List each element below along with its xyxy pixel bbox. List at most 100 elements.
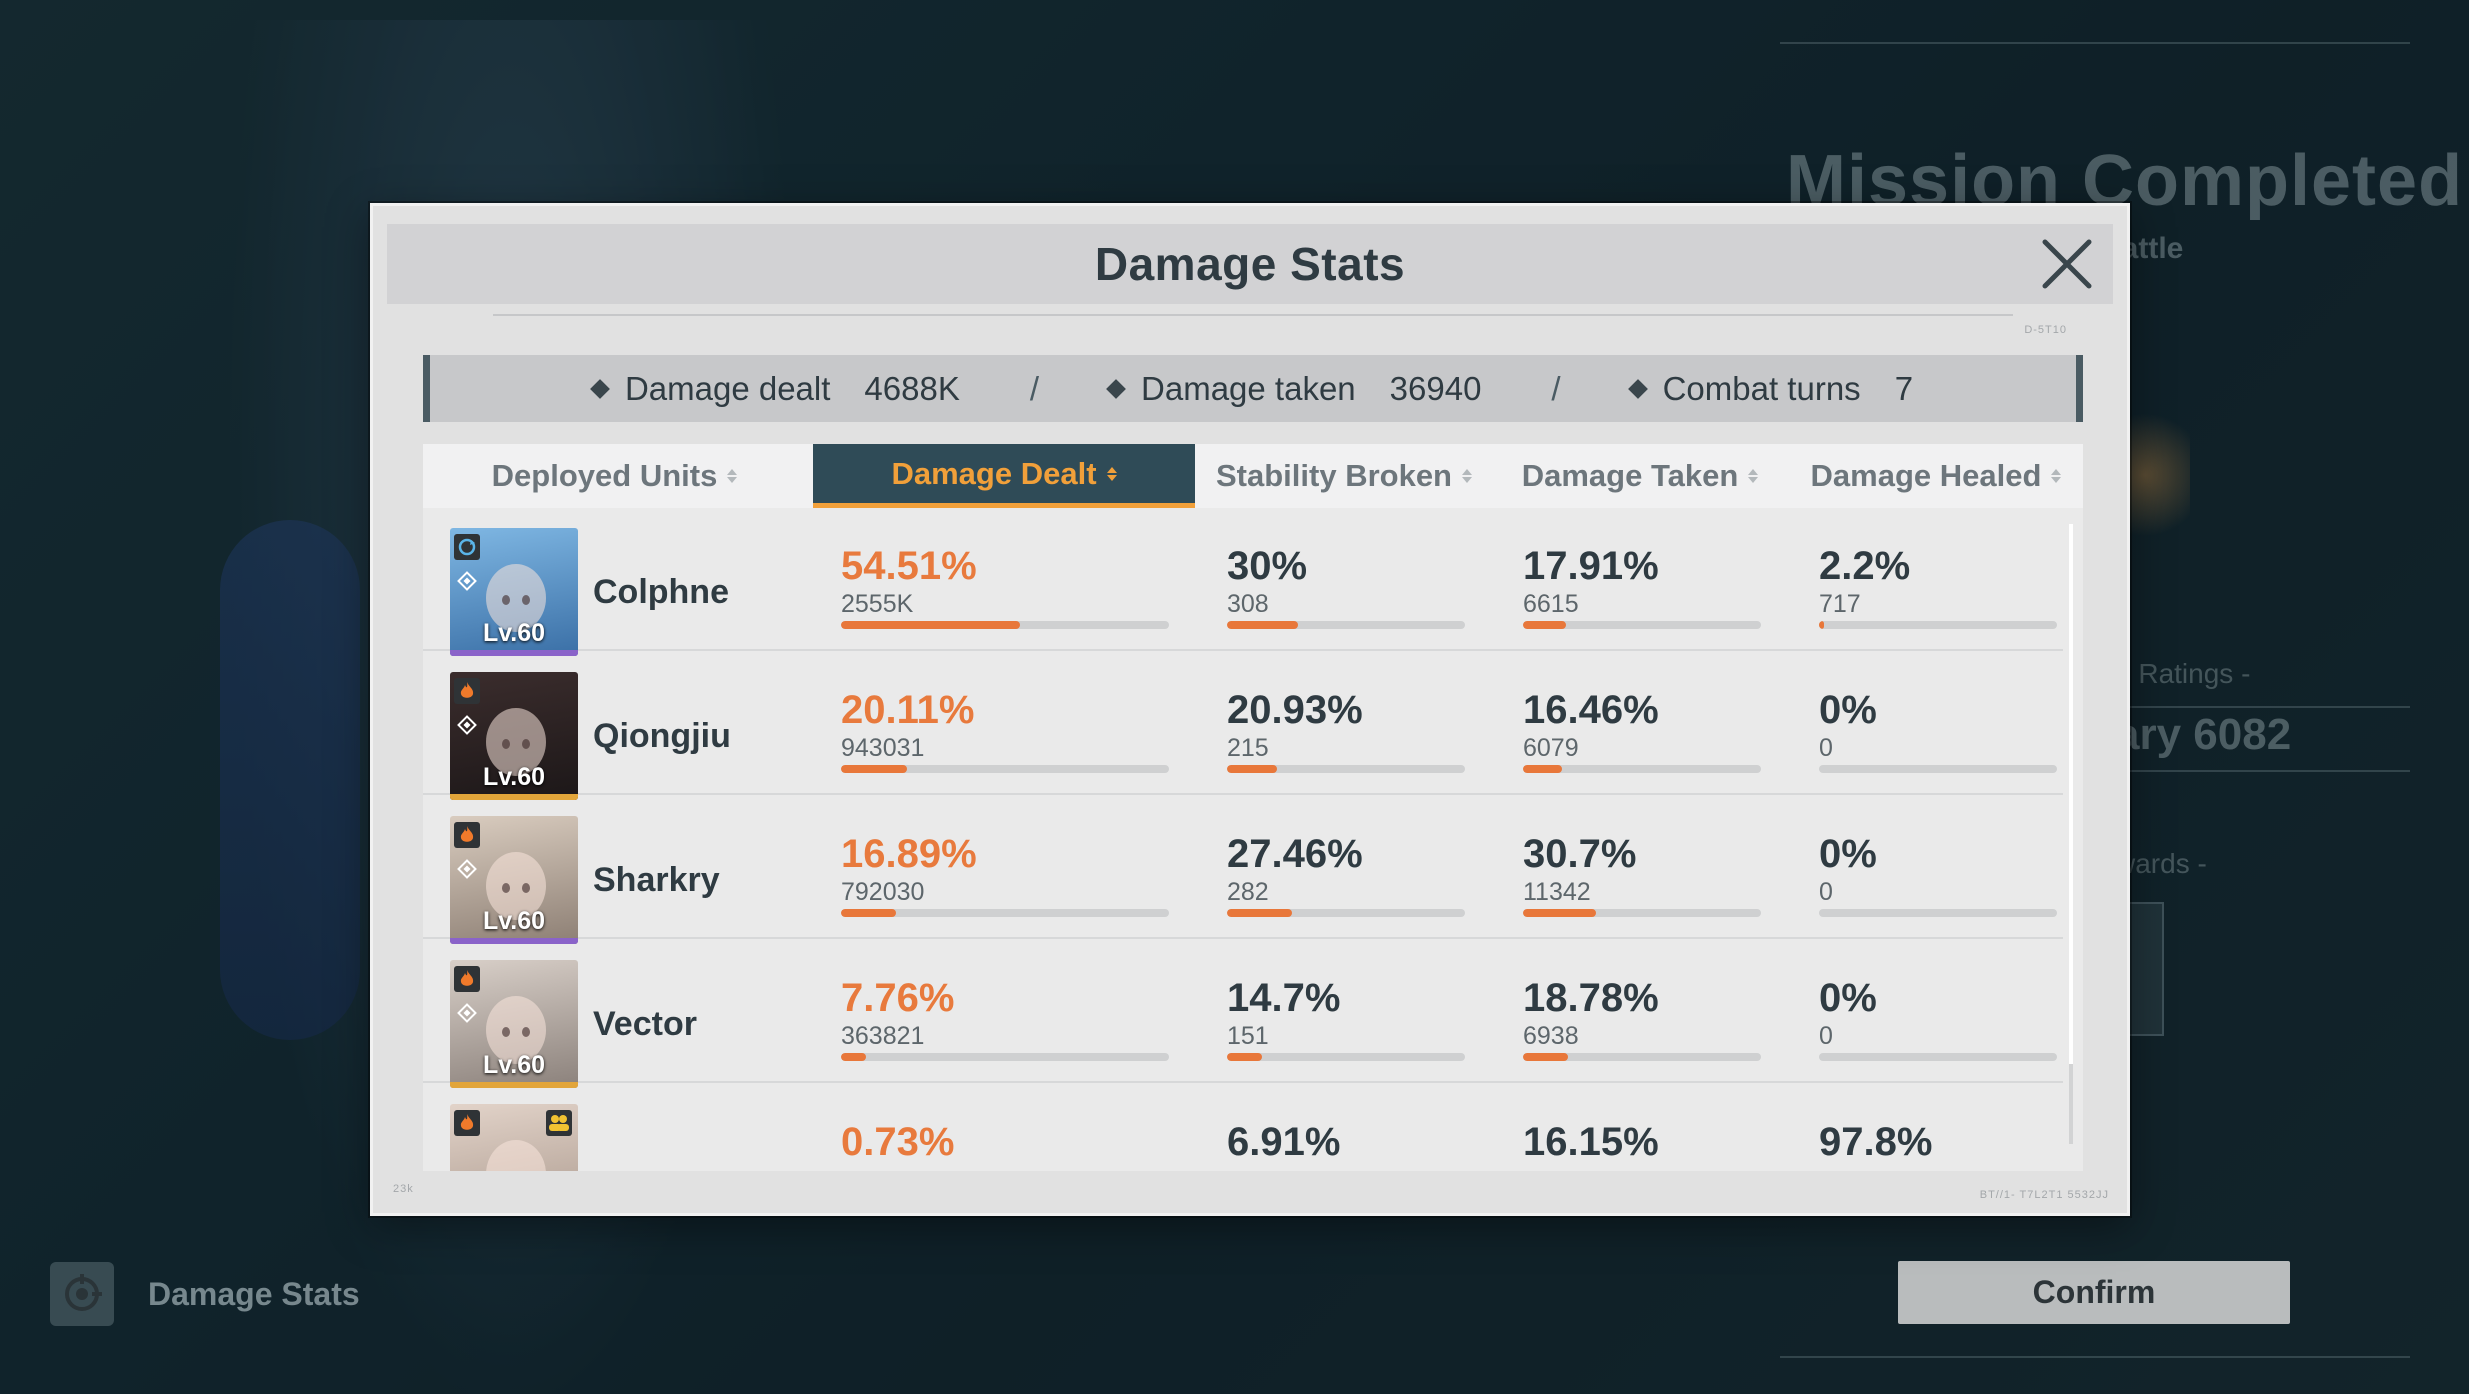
- damage-dealt-value: 943031: [841, 734, 925, 762]
- unit-name: Vector: [593, 1005, 697, 1043]
- stability-broken-bar-fill: [1227, 765, 1277, 773]
- damage-dealt-bar-fill: [841, 621, 1020, 629]
- damage-taken-bar-fill: [1523, 1053, 1568, 1061]
- damage-healed-percent: 97.8%: [1819, 1120, 1933, 1164]
- damage-stats-dialog: Damage Stats D-5T10 23k BT//1- T7L2T1 55…: [370, 203, 2130, 1216]
- sort-icon: [727, 469, 738, 483]
- unit-level: Lv.60: [482, 907, 546, 935]
- damage-dealt-value: 792030: [841, 878, 925, 906]
- column-stability-broken[interactable]: Stability Broken: [1199, 444, 1489, 508]
- sort-icon: [1106, 466, 1117, 481]
- summary-combat-turns: Combat turns 7: [1627, 370, 1913, 408]
- battle-summary-bar: Damage dealt 4688K / Damage taken 36940 …: [423, 355, 2083, 422]
- unit-name: Sharkry: [593, 861, 720, 899]
- table-row[interactable]: Lv.60 Qiongjiu 20.11% 943031 20.93% 215 16.46%…: [423, 652, 2063, 800]
- table-row[interactable]: Lv.60 Sharkry 16.89% 792030 27.46% 282 30.7% 11…: [423, 796, 2063, 944]
- damage-stats-icon: [50, 1262, 114, 1326]
- damage-taken-cell: 16.15%: [1523, 1120, 1659, 1166]
- unit-avatar[interactable]: Lv.60: [450, 960, 578, 1088]
- damage-healed-value: 0: [1819, 878, 1833, 906]
- unit-avatar[interactable]: Lv.60: [450, 672, 578, 800]
- background-character-hair: [220, 520, 360, 1040]
- damage-taken-percent: 18.78%: [1523, 976, 1659, 1020]
- diamond-role-icon: [454, 568, 480, 594]
- stability-broken-bar-fill: [1227, 909, 1293, 917]
- unit-level: Lv.60: [482, 1051, 546, 1079]
- damage-healed-percent: 0%: [1819, 976, 1877, 1020]
- column-damage-taken[interactable]: Damage Taken: [1495, 444, 1785, 508]
- damage-healed-cell: 0% 0: [1819, 832, 1877, 906]
- close-icon[interactable]: [2037, 234, 2097, 294]
- dialog-code-top: D-5T10: [2024, 324, 2067, 336]
- unit-avatar[interactable]: [450, 1104, 578, 1171]
- stability-broken-bar: [1227, 765, 1465, 773]
- stability-broken-percent: 6.91%: [1227, 1120, 1341, 1164]
- damage-taken-percent: 17.91%: [1523, 544, 1659, 588]
- column-damage-healed[interactable]: Damage Healed: [1789, 444, 2083, 508]
- column-damage-dealt[interactable]: Damage Dealt: [813, 444, 1195, 508]
- damage-dealt-percent: 7.76%: [841, 976, 955, 1020]
- fire-icon: [454, 1110, 480, 1136]
- damage-dealt-bar: [841, 765, 1169, 773]
- table-row[interactable]: 0.73% 6.91% 16.15% 97.8%: [423, 1084, 2063, 1171]
- stability-broken-cell: 27.46% 282: [1227, 832, 1363, 906]
- damage-dealt-bar: [841, 621, 1169, 629]
- damage-taken-bar-fill: [1523, 909, 1597, 917]
- damage-taken-percent: 30.7%: [1523, 832, 1637, 876]
- stability-broken-bar-fill: [1227, 621, 1299, 629]
- unit-avatar[interactable]: Lv.60: [450, 528, 578, 656]
- damage-taken-value: 6615: [1523, 590, 1579, 618]
- damage-taken-value: 6938: [1523, 1022, 1579, 1050]
- scrollbar-thumb[interactable]: [2069, 524, 2073, 1064]
- table-row[interactable]: Lv.60 Colphne 54.51% 2555K 30% 308 17.91% 6615 2…: [423, 508, 2063, 656]
- unit-level: Lv.60: [482, 619, 546, 647]
- table-row[interactable]: Lv.60 Vector 7.76% 363821 14.7% 151 18.78% 6938…: [423, 940, 2063, 1088]
- damage-healed-percent: 2.2%: [1819, 544, 1911, 588]
- cycle-icon: [454, 534, 480, 560]
- damage-healed-bar: [1819, 909, 2057, 917]
- diamond-bullet-icon: [590, 378, 610, 399]
- damage-healed-bar: [1819, 621, 2057, 629]
- damage-healed-cell: 0% 0: [1819, 976, 1877, 1050]
- damage-dealt-bar-fill: [841, 909, 897, 917]
- damage-healed-bar: [1819, 765, 2057, 773]
- column-deployed-units[interactable]: Deployed Units: [423, 444, 806, 508]
- damage-healed-percent: 0%: [1819, 688, 1877, 732]
- damage-taken-percent: 16.46%: [1523, 688, 1659, 732]
- rarity-bar: [450, 650, 578, 656]
- stability-broken-bar: [1227, 1053, 1465, 1061]
- damage-healed-cell: 0% 0: [1819, 688, 1877, 762]
- damage-dealt-value: 363821: [841, 1022, 925, 1050]
- damage-taken-value: 6079: [1523, 734, 1579, 762]
- damage-dealt-cell: 16.89% 792030: [841, 832, 977, 906]
- rarity-bar: [450, 1082, 578, 1088]
- damage-dealt-bar-fill: [841, 765, 907, 773]
- stability-broken-cell: 14.7% 151: [1227, 976, 1340, 1050]
- damage-taken-value: 11342: [1523, 878, 1591, 906]
- damage-stats-table: Deployed Units Damage Dealt Stability Br…: [423, 444, 2083, 1171]
- dialog-title: Damage Stats: [1094, 238, 1406, 290]
- summary-damage-taken: Damage taken 36940: [1106, 370, 1481, 408]
- dialog-code-bottom: BT//1- T7L2T1 5532JJ: [1979, 1189, 2109, 1201]
- sort-icon: [1748, 469, 1759, 483]
- stability-broken-bar-fill: [1227, 1053, 1262, 1061]
- stability-broken-percent: 30%: [1227, 544, 1308, 588]
- damage-healed-cell: 2.2% 717: [1819, 544, 1910, 618]
- fire-icon: [454, 822, 480, 848]
- stability-broken-value: 151: [1227, 1022, 1269, 1050]
- confirm-button[interactable]: Confirm: [1898, 1261, 2290, 1324]
- stability-broken-percent: 20.93%: [1227, 688, 1363, 732]
- damage-taken-bar: [1523, 909, 1761, 917]
- stability-broken-bar: [1227, 621, 1465, 629]
- stability-broken-percent: 27.46%: [1227, 832, 1363, 876]
- damage-healed-value: 0: [1819, 734, 1833, 762]
- unit-avatar[interactable]: Lv.60: [450, 816, 578, 944]
- damage-taken-bar: [1523, 765, 1761, 773]
- damage-taken-bar: [1523, 1053, 1761, 1061]
- damage-stats-shortcut[interactable]: Damage Stats: [50, 1262, 360, 1326]
- damage-taken-cell: 16.46% 6079: [1523, 688, 1659, 762]
- damage-dealt-value: 2555K: [841, 590, 914, 618]
- stability-broken-cell: 20.93% 215: [1227, 688, 1363, 762]
- dialog-code-left: 23k: [393, 1183, 414, 1195]
- fire-icon: [454, 966, 480, 992]
